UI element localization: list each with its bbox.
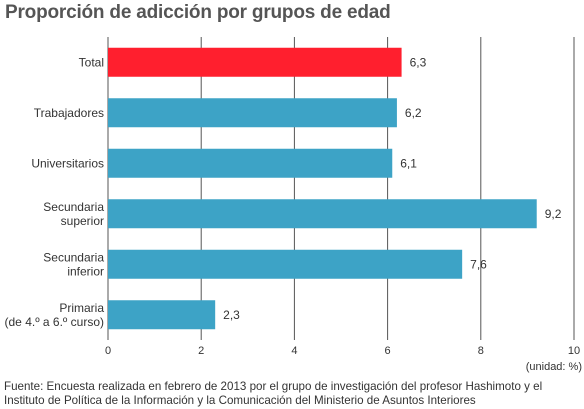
category-label-line: Primaria xyxy=(59,301,104,315)
x-tick-label-0: 0 xyxy=(105,345,111,357)
bar-0 xyxy=(108,47,402,77)
value-label-5: 2,3 xyxy=(223,308,240,322)
category-label-line: inferior xyxy=(67,264,104,278)
category-label-line: Universitarios xyxy=(31,156,104,170)
value-label-1: 6,2 xyxy=(405,106,422,120)
bar-2 xyxy=(108,148,393,178)
label-layer: 0 2 4 6 8 10 6,3 Total 6,2 Trabajadores 6,1 Univers… xyxy=(5,55,581,357)
value-label-0: 6,3 xyxy=(410,55,427,69)
bar-1 xyxy=(108,98,397,128)
grid-layer xyxy=(107,37,575,340)
category-label-5: Primaria (de 4.º a 6.º curso) xyxy=(5,301,105,329)
category-label-line: (de 4.º a 6.º curso) xyxy=(5,315,104,329)
bar-4 xyxy=(108,249,463,279)
category-label-line: Secundaria xyxy=(43,200,104,214)
category-label-line: superior xyxy=(61,214,104,228)
category-label-line: Trabajadores xyxy=(34,106,104,120)
category-label-line: Secundaria xyxy=(43,250,104,264)
x-tick-label-10: 10 xyxy=(568,345,580,357)
bar-layer xyxy=(108,47,537,330)
unit-label: (unidad: %) xyxy=(526,361,582,373)
x-tick-label-8: 8 xyxy=(478,345,484,357)
x-tick-label-6: 6 xyxy=(385,345,391,357)
value-label-4: 7,6 xyxy=(470,257,487,271)
category-label-3: Secundaria superior xyxy=(43,200,104,228)
category-label-line: Total xyxy=(79,55,104,69)
x-tick-label-2: 2 xyxy=(198,345,204,357)
value-label-2: 6,1 xyxy=(400,156,417,170)
category-label-1: Trabajadores xyxy=(34,106,104,120)
category-label-2: Universitarios xyxy=(31,156,104,170)
value-label-3: 9,2 xyxy=(545,207,562,221)
bar-5 xyxy=(108,300,216,330)
category-label-0: Total xyxy=(79,55,104,69)
x-tick-label-4: 4 xyxy=(291,345,297,357)
chart-title: Proporción de adicción por grupos de eda… xyxy=(5,2,391,23)
category-label-4: Secundaria inferior xyxy=(43,250,104,278)
source-note: Fuente: Encuesta realizada en febrero de… xyxy=(4,380,543,407)
bar-3 xyxy=(108,199,537,229)
